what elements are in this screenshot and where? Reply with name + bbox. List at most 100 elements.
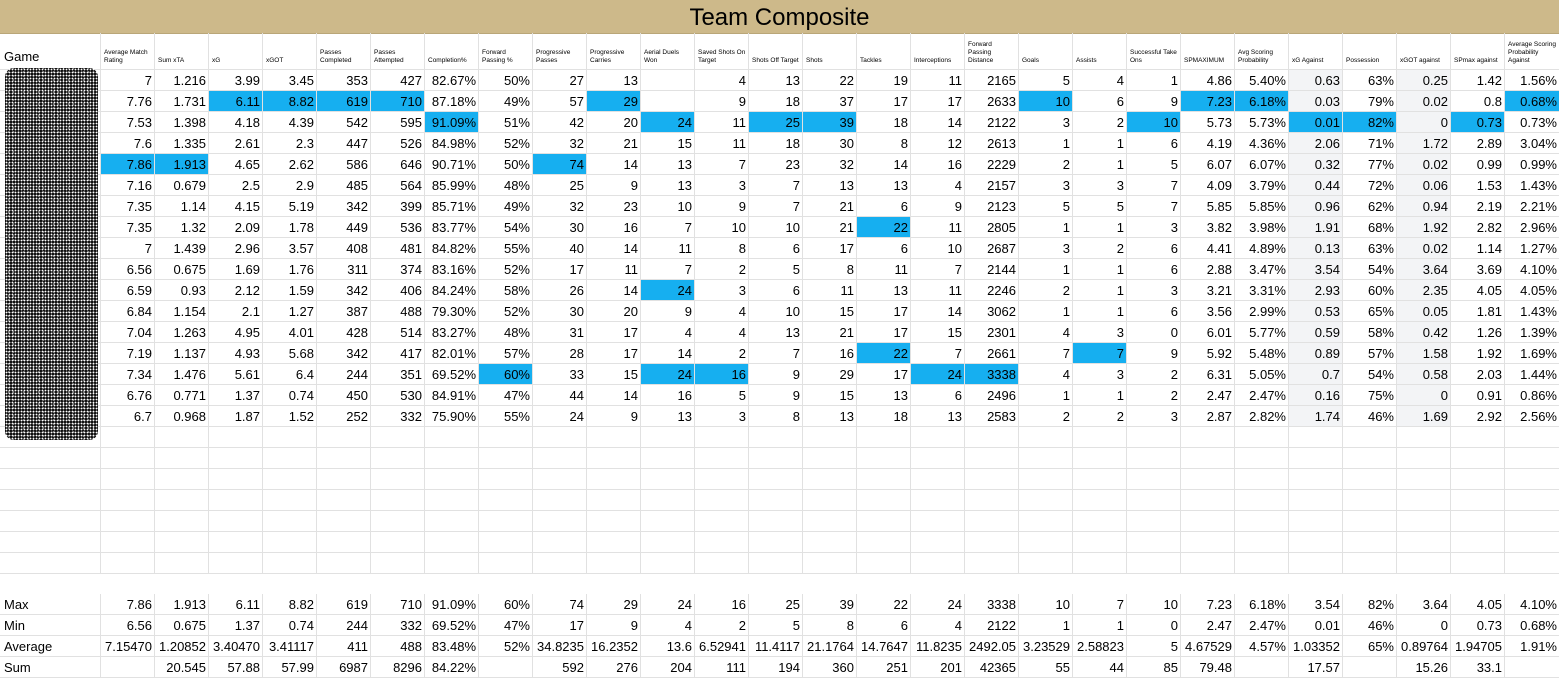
data-cell: 21 <box>803 322 857 343</box>
data-cell: 447 <box>317 133 371 154</box>
data-cell: 2301 <box>965 322 1019 343</box>
summary-cell: 24 <box>911 594 965 615</box>
empty-cell <box>1235 427 1289 448</box>
empty-cell <box>1073 511 1127 532</box>
data-cell: 4.93 <box>209 343 263 364</box>
empty-cell <box>371 427 425 448</box>
empty-cell <box>425 532 479 553</box>
data-cell: 9 <box>587 175 641 196</box>
data-cell: 5 <box>1019 196 1073 217</box>
data-cell: 1.74 <box>1289 406 1343 427</box>
column-header: Average Scoring Probability Against <box>1505 33 1559 70</box>
summary-cell: 44 <box>1073 657 1127 678</box>
data-cell: 21 <box>587 133 641 154</box>
data-cell: 7.23 <box>1181 91 1235 112</box>
summary-cell: 2122 <box>965 615 1019 636</box>
data-cell: 1.72 <box>1397 133 1451 154</box>
data-cell: 13 <box>857 175 911 196</box>
data-cell: 351 <box>371 364 425 385</box>
data-cell: 1 <box>1073 133 1127 154</box>
data-cell: 13 <box>641 175 695 196</box>
data-cell: 1.335 <box>155 133 209 154</box>
empty-cell <box>209 490 263 511</box>
data-cell: 46% <box>1343 406 1397 427</box>
column-header: Forward Passing % <box>479 33 533 70</box>
empty-cell <box>857 448 911 469</box>
summary-cell: 39 <box>803 594 857 615</box>
empty-cell <box>1451 469 1505 490</box>
data-cell: 16 <box>695 364 749 385</box>
data-cell: 3 <box>1073 175 1127 196</box>
data-cell: 1.37 <box>209 385 263 406</box>
data-cell: 17 <box>857 91 911 112</box>
column-header: Progressive Carries <box>587 33 641 70</box>
data-cell: 1.81 <box>1451 301 1505 322</box>
empty-cell <box>803 469 857 490</box>
column-header: Avg Scoring Probability <box>1235 33 1289 70</box>
data-cell: 2.82% <box>1235 406 1289 427</box>
data-cell: 408 <box>317 238 371 259</box>
data-cell: 16 <box>803 343 857 364</box>
data-cell: 5 <box>1073 196 1127 217</box>
data-cell: 55% <box>479 406 533 427</box>
empty-cell <box>317 490 371 511</box>
data-cell: 22 <box>857 343 911 364</box>
data-cell: 17 <box>587 322 641 343</box>
summary-cell: 6 <box>857 615 911 636</box>
data-cell: 4 <box>1019 364 1073 385</box>
data-cell: 47% <box>479 385 533 406</box>
summary-cell: 7.86 <box>101 594 155 615</box>
data-cell: 6.7 <box>101 406 155 427</box>
data-cell: 54% <box>479 217 533 238</box>
summary-cell: 6.18% <box>1235 594 1289 615</box>
data-cell: 3 <box>1127 406 1181 427</box>
summary-cell: 3.41117 <box>263 636 317 657</box>
data-cell <box>641 91 695 112</box>
data-cell: 646 <box>371 154 425 175</box>
data-cell: 542 <box>317 112 371 133</box>
data-cell: 6.76 <box>101 385 155 406</box>
empty-cell <box>749 427 803 448</box>
data-cell: 2687 <box>965 238 1019 259</box>
data-cell: 1.26 <box>1451 322 1505 343</box>
data-cell: 3 <box>695 175 749 196</box>
column-header: Passes Attempted <box>371 33 425 70</box>
empty-cell <box>1451 532 1505 553</box>
data-cell: 4.09 <box>1181 175 1235 196</box>
data-cell: 20 <box>587 301 641 322</box>
data-cell: 2.93 <box>1289 280 1343 301</box>
summary-cell: 592 <box>533 657 587 678</box>
data-cell: 16 <box>587 217 641 238</box>
summary-cell: 619 <box>317 594 371 615</box>
empty-cell <box>1451 490 1505 511</box>
data-cell: 85.99% <box>425 175 479 196</box>
data-cell: 2.12 <box>209 280 263 301</box>
empty-cell <box>155 427 209 448</box>
data-cell: 44 <box>533 385 587 406</box>
empty-cell <box>317 427 371 448</box>
data-cell: 1.27% <box>1505 238 1559 259</box>
data-cell: 1 <box>1019 259 1073 280</box>
data-cell: 6 <box>911 385 965 406</box>
data-cell: 0.42 <box>1397 322 1451 343</box>
data-cell: 3.79% <box>1235 175 1289 196</box>
data-cell: 21 <box>803 196 857 217</box>
summary-cell <box>479 657 533 678</box>
data-cell: 1.87 <box>209 406 263 427</box>
summary-cell: 1.94705 <box>1451 636 1505 657</box>
data-cell: 2.47% <box>1235 385 1289 406</box>
data-cell: 82.01% <box>425 343 479 364</box>
data-cell: 2613 <box>965 133 1019 154</box>
empty-cell <box>965 532 1019 553</box>
data-cell: 1 <box>1073 217 1127 238</box>
data-cell: 6.11 <box>209 91 263 112</box>
data-cell: 3 <box>1019 112 1073 133</box>
empty-cell <box>1343 490 1397 511</box>
data-cell: 332 <box>371 406 425 427</box>
summary-cell: 411 <box>317 636 371 657</box>
data-cell: 11 <box>641 238 695 259</box>
data-cell: 710 <box>371 91 425 112</box>
data-cell: 1.137 <box>155 343 209 364</box>
summary-cell: 1.37 <box>209 615 263 636</box>
data-cell: 2.35 <box>1397 280 1451 301</box>
